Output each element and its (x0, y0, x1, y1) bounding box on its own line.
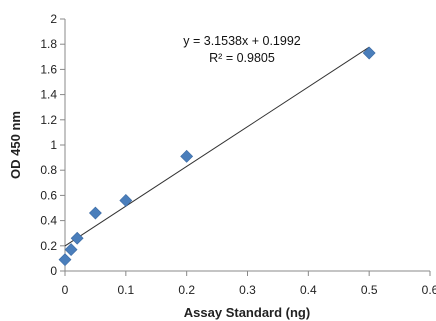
y-tick-label: 1.4 (40, 88, 57, 102)
y-tick-label: 0.6 (40, 188, 57, 202)
data-point (362, 46, 376, 60)
trendline-equation: y = 3.1538x + 0.1992 (183, 34, 301, 48)
x-tick-label: 0.3 (239, 283, 256, 297)
data-point (119, 194, 133, 207)
y-tick-label: 0.8 (40, 163, 57, 177)
data-markers (58, 46, 376, 267)
x-tick-label: 0.1 (117, 283, 134, 297)
data-point (58, 253, 72, 267)
r-squared-label: R² = 0.9805 (209, 51, 275, 65)
y-tick-label: 1.6 (40, 62, 57, 76)
linear-trendline (64, 46, 370, 247)
y-tick-label: 0.2 (40, 239, 57, 253)
data-point (64, 243, 78, 257)
x-axis-ticks: 0 0.1 0.2 0.3 0.4 0.5 0.6 (62, 271, 436, 297)
y-tick-label: 2 (50, 12, 57, 26)
y-tick-label: 1.2 (40, 113, 57, 127)
y-tick-label: 0 (50, 264, 57, 278)
x-tick-label: 0.5 (361, 283, 378, 297)
x-axis-title: Assay Standard (ng) (184, 305, 310, 320)
x-tick-label: 0.6 (422, 283, 436, 297)
y-tick-label: 1.8 (40, 37, 57, 51)
y-tick-label: 0.4 (40, 214, 57, 228)
x-tick-label: 0 (62, 283, 69, 297)
y-axis-title: OD 450 nm (8, 111, 23, 179)
y-axis-ticks: 0 0.2 0.4 0.6 0.8 1 1.2 1.4 1.6 1.8 2 (40, 12, 65, 278)
data-point (70, 231, 84, 245)
data-point (180, 149, 194, 163)
data-point (88, 206, 102, 220)
x-tick-label: 0.4 (300, 283, 317, 297)
y-tick-label: 1 (50, 138, 57, 152)
x-tick-label: 0.2 (178, 283, 195, 297)
